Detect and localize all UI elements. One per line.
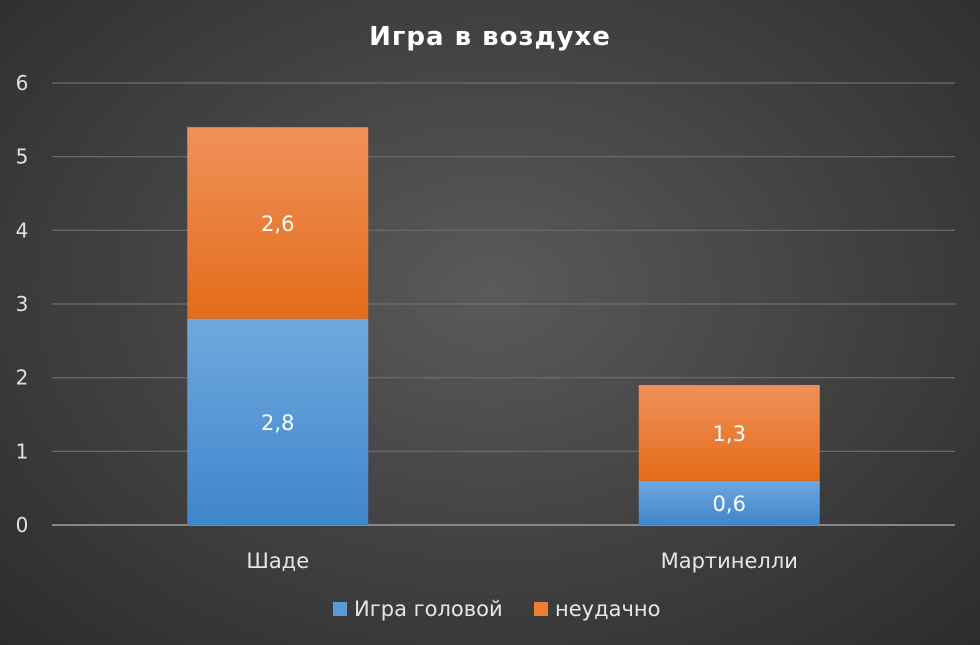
y-tick-label: 4 bbox=[16, 218, 29, 242]
y-tick-label: 5 bbox=[16, 145, 29, 169]
bar-segment bbox=[638, 385, 820, 481]
y-tick-label: 0 bbox=[16, 513, 29, 537]
x-tick-label: Мартинелли bbox=[661, 549, 798, 573]
data-label: 2,8 bbox=[261, 411, 294, 435]
data-label: 1,3 bbox=[713, 422, 746, 446]
legend-label: неудачно bbox=[555, 597, 660, 621]
data-label: 0,6 bbox=[713, 492, 746, 516]
legend-swatch bbox=[333, 602, 347, 616]
bar-segment bbox=[187, 318, 369, 525]
bar-segment bbox=[638, 480, 820, 525]
legend-swatch bbox=[534, 602, 548, 616]
legend: Игра головой неудачно bbox=[333, 597, 660, 621]
bar-segment bbox=[187, 127, 369, 319]
legend-label: Игра головой bbox=[354, 597, 503, 621]
y-tick-label: 2 bbox=[16, 366, 29, 390]
y-axis-ticks: 0 1 2 3 4 5 6 bbox=[16, 71, 29, 537]
y-tick-label: 6 bbox=[16, 71, 29, 95]
y-tick-label: 3 bbox=[16, 292, 29, 316]
data-label: 2,6 bbox=[261, 212, 294, 236]
chart-title: Игра в воздухе bbox=[369, 22, 611, 52]
y-tick-label: 1 bbox=[16, 439, 29, 463]
x-axis-ticks: Шаде Мартинелли bbox=[246, 549, 798, 573]
data-labels: 2,8 2,6 0,6 1,3 bbox=[261, 212, 746, 516]
bars bbox=[187, 127, 820, 525]
x-tick-label: Шаде bbox=[246, 549, 309, 573]
